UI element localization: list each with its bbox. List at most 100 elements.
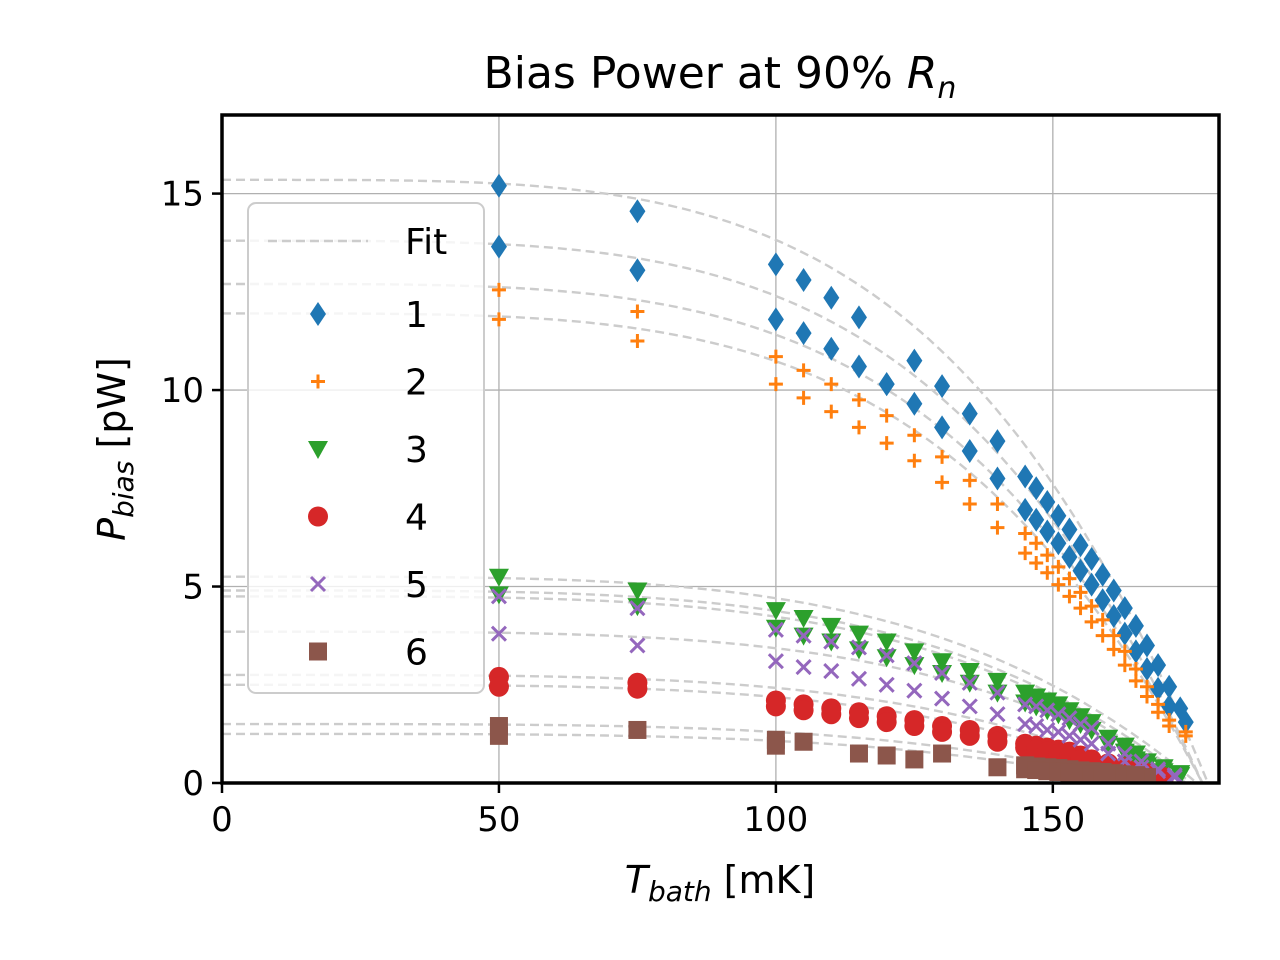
series-1-point-43 (1083, 572, 1100, 597)
series-1-point-39 (1039, 519, 1056, 544)
series-5-point-24 (629, 637, 646, 654)
series-1-point-15 (1061, 517, 1078, 542)
series-3-point-4 (821, 617, 842, 636)
series-3-point-7 (904, 643, 925, 662)
series-5-point-32 (961, 698, 978, 715)
y-tick-label-3: 15 (161, 175, 204, 215)
series-2-point-17 (1084, 599, 1099, 614)
chart-title-text: Bias Power at 90% (484, 48, 907, 99)
series-2-point-30 (824, 404, 839, 419)
series-5-point-29 (878, 676, 895, 693)
series-1-point-26 (490, 234, 507, 259)
series-2-point-15 (1062, 571, 1077, 586)
series-2-point-26 (491, 312, 506, 327)
series-3-point-29 (848, 641, 869, 660)
series-1-point-34 (934, 415, 951, 440)
y-axis-ticks: 0 5 10 15 (161, 175, 222, 804)
series-1-point-51 (1177, 710, 1194, 735)
chart-title-math-sub: n (937, 71, 956, 106)
series-2-point-0 (491, 282, 506, 297)
series-3-point-0 (488, 568, 509, 587)
series-1-point-10 (989, 429, 1006, 454)
series-1-point-7 (906, 348, 923, 373)
series-5-point-12 (1028, 698, 1045, 715)
series-2-point-39 (1040, 565, 1055, 580)
y-tick-label-1: 5 (182, 568, 204, 608)
series-5-point-35 (1028, 717, 1045, 735)
series-2-point-32 (879, 436, 894, 451)
series-2-point-38 (1029, 555, 1044, 570)
series-1-point-1 (629, 199, 646, 224)
series-5-point-1 (629, 600, 646, 617)
series-5-point-13 (1039, 702, 1056, 719)
chart-title: Bias Power at 90% Rn (484, 48, 957, 106)
series-2-point-41 (1062, 589, 1077, 604)
series-1-point-12 (1028, 476, 1045, 501)
legend-label-6: 6 (405, 633, 428, 674)
series-5-point-8 (933, 664, 951, 682)
series-5-point-26 (795, 659, 812, 676)
series-2-point-37 (1018, 546, 1033, 561)
x-axis-label-sub: bath (648, 875, 712, 908)
series-5-point-37 (1050, 723, 1067, 740)
series-4-point-27 (821, 704, 842, 725)
x-axis-label-base: T (625, 858, 651, 902)
series-1-point-41 (1061, 545, 1078, 570)
legend-label-4: 4 (405, 498, 428, 539)
series-5-point-31 (933, 690, 951, 707)
series-2 (491, 282, 1193, 743)
series-6-point-33 (1126, 769, 1145, 783)
series-5-point-9 (961, 674, 978, 691)
series-4-point-31 (932, 721, 953, 742)
series-4-point-24 (627, 678, 648, 699)
series-1-point-11 (1017, 464, 1034, 489)
series-2-point-48 (1139, 689, 1154, 704)
fit-curve-11 (222, 722, 1137, 783)
legend-label-2: 2 (405, 363, 428, 404)
series-2-point-31 (851, 420, 866, 435)
series-1-point-30 (823, 336, 840, 361)
series-1-point-2 (767, 252, 784, 277)
series-2-point-29 (796, 390, 811, 405)
series-2-point-18 (1095, 612, 1110, 627)
series-2-point-45 (1106, 642, 1121, 657)
series-2-point-46 (1117, 658, 1132, 673)
series-5-point-33 (989, 706, 1006, 723)
series-1-point-31 (850, 354, 867, 379)
series-1-point-35 (961, 438, 978, 463)
series-1-point-42 (1072, 558, 1089, 583)
series-1-point-27 (629, 258, 646, 283)
series-1-point-45 (1105, 604, 1122, 628)
series-1-point-3 (795, 268, 812, 293)
series-2-point-27 (630, 333, 645, 348)
series-5-point-39 (1072, 731, 1089, 748)
series-1 (490, 173, 1194, 735)
series-5-point-41 (1100, 745, 1117, 762)
fit-curve-12 (222, 732, 1126, 783)
series-5-point-7 (906, 655, 923, 672)
series-2-point-28 (768, 377, 783, 392)
series-5-point-4 (823, 633, 840, 650)
series-1-point-37 (1017, 497, 1034, 522)
series-5-point-38 (1061, 727, 1078, 744)
series-3-point-1 (627, 582, 648, 601)
legend-marker-5 (309, 575, 327, 593)
series-6-point-22 (766, 736, 785, 755)
series-3-point-3 (793, 609, 814, 628)
legend-label-5: 5 (405, 565, 428, 606)
series-4-point-28 (848, 708, 869, 729)
series-3-point-14 (1048, 696, 1069, 715)
legend-label-3: 3 (405, 430, 428, 471)
series-1-point-49 (1150, 676, 1167, 701)
series-4-point-26 (793, 700, 814, 721)
series-1-point-21 (1127, 613, 1144, 638)
series-2-point-43 (1084, 614, 1099, 629)
series-2-point-44 (1095, 628, 1110, 643)
series-3-point-8 (932, 653, 953, 672)
series-5-point-10 (989, 684, 1006, 701)
series-3-point-30 (876, 649, 897, 668)
series-4-point-23 (488, 676, 509, 697)
fit-curve-2 (222, 239, 1204, 783)
series-1-point-32 (878, 372, 895, 397)
series-5-point-40 (1083, 735, 1100, 752)
